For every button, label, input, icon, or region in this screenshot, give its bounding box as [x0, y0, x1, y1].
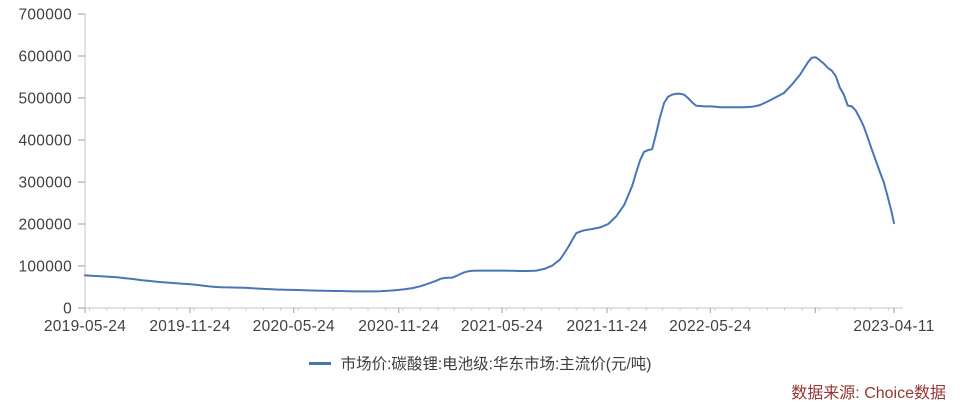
- x-axis-tick-label: 2020-11-24: [358, 318, 439, 335]
- data-source-note: 数据来源: Choice数据: [791, 385, 946, 402]
- y-axis-tick-label: 400000: [18, 133, 72, 150]
- x-axis-tick-label: 2022-05-24: [669, 318, 751, 335]
- x-axis-tick-label: 2023-04-11: [853, 318, 934, 335]
- x-axis-tick-label: 2019-05-24: [44, 318, 126, 335]
- y-axis-tick-label: 700000: [18, 7, 72, 24]
- x-axis-tick-label: 2020-05-24: [253, 318, 335, 335]
- legend-line-marker: [308, 361, 331, 365]
- price-line-series: [84, 56, 895, 293]
- y-axis-tick-label: 0: [63, 301, 72, 318]
- y-axis-tick-label: 500000: [18, 91, 72, 108]
- y-axis-tick-label: 300000: [18, 175, 72, 192]
- y-axis-tick-label: 600000: [18, 49, 72, 66]
- x-axis-tick-label: 2019-11-24: [149, 318, 230, 335]
- legend: 市场价:碳酸锂:电池级:华东市场:主流价(元/吨): [0, 353, 960, 373]
- x-axis-tick-label: 2021-11-24: [566, 318, 647, 335]
- x-axis-tick-label: 2021-05-24: [461, 318, 543, 335]
- y-axis-tick-label: 200000: [18, 217, 72, 234]
- y-axis-tick-label: 100000: [18, 259, 72, 276]
- legend-label: 市场价:碳酸锂:电池级:华东市场:主流价(元/吨): [340, 356, 652, 373]
